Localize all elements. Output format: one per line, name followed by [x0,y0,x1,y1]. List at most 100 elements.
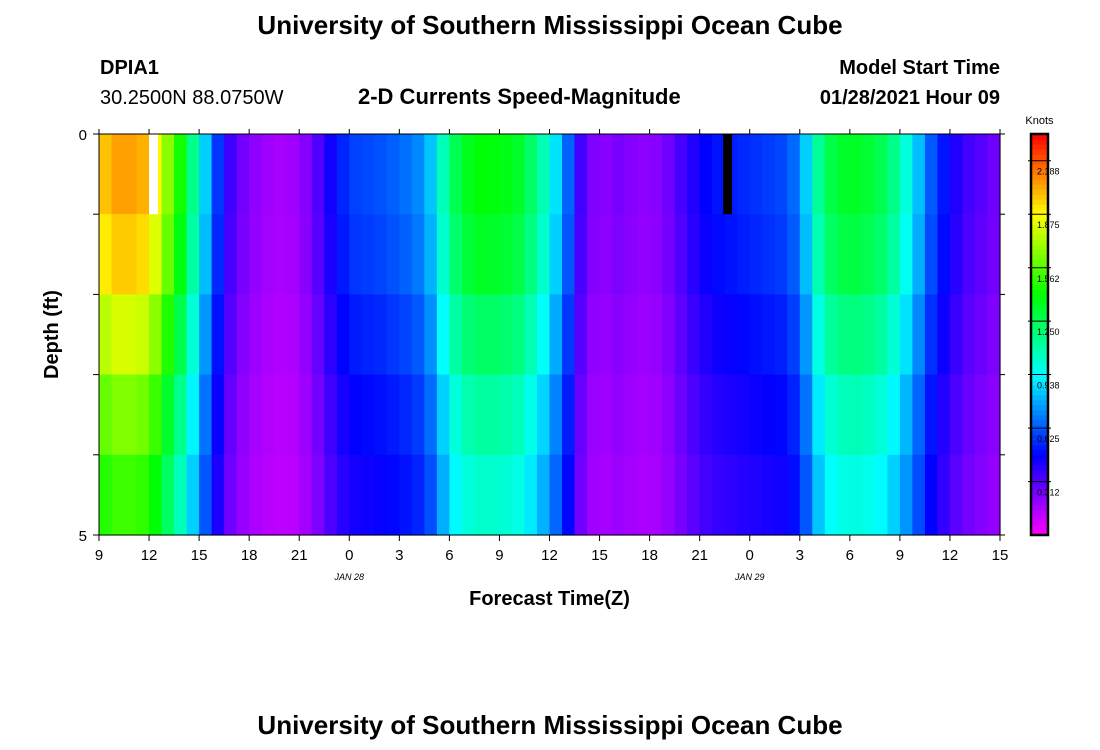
heatmap-cell [311,374,325,456]
heatmap-cell [924,294,939,376]
heatmap-cell [261,294,275,376]
heatmap-cell [812,214,826,295]
heatmap-cell [236,374,250,456]
heatmap-cell [837,294,851,376]
heatmap-cell [124,214,138,295]
heatmap-cell [787,214,801,295]
heatmap-cell [324,454,338,536]
heatmap-cell [812,294,826,376]
heatmap-cell [136,454,150,536]
x-tick-label: 3 [395,547,403,564]
heatmap-cell [349,374,363,456]
heatmap-cell [549,454,563,536]
colorbar-segment [1031,464,1048,471]
heatmap-cell [874,294,888,376]
heatmap-cell [899,214,913,295]
heatmap-cell [474,454,488,536]
heatmap-cell [299,294,313,376]
x-tick-label: 18 [641,547,658,564]
heatmap-cell [624,214,638,295]
heatmap-cell [824,374,838,456]
heatmap-cell [124,374,138,456]
colorbar-segment [1031,249,1048,255]
colorbar-segment [1031,484,1048,491]
colorbar-segment [1031,339,1048,346]
heatmap-cell [712,134,726,215]
heatmap-cell [211,214,225,295]
heatmap-cell [987,294,1001,376]
heatmap-cell [411,294,425,376]
colorbar-segment [1031,134,1048,140]
heatmap-cell [311,214,325,295]
heatmap-cell [624,294,638,376]
heatmap-cell [749,134,763,215]
heatmap-cell [324,214,338,295]
heatmap-cell [874,214,888,295]
heatmap-cell [587,134,601,215]
heatmap-cell [474,214,488,295]
x-tick-label: 9 [495,547,503,564]
heatmap-cell [887,374,901,456]
heatmap-cell [687,214,701,295]
heatmap-cell [486,294,501,376]
heatmap-cell [286,214,300,295]
heatmap-cell [536,134,551,215]
colorbar-segment [1031,264,1048,270]
colorbar-segment [1031,449,1048,456]
heatmap-cell [374,134,388,215]
heatmap-cell [261,134,275,215]
heatmap-cell [949,374,964,456]
heatmap-cell [411,454,425,536]
colorbar-segment [1031,204,1048,210]
colorbar-segment [1031,384,1048,391]
heatmap-cell [849,214,863,295]
heatmap-cell [349,294,363,376]
colorbar-segment [1031,349,1048,356]
heatmap-cell [124,454,138,536]
heatmap-cell [737,294,751,376]
heatmap-cell [562,374,576,456]
heatmap-cell [674,214,688,295]
heatmap-cell [737,214,751,295]
heatmap-cell [887,294,901,376]
heatmap-cell [987,454,1001,536]
colorbar-tick-label: 0.938 [1037,381,1060,391]
x-date-label: JAN 29 [734,572,765,582]
colorbar-segment [1031,334,1048,341]
heatmap-cell [899,374,913,456]
y-tick-label: 0 [79,127,87,144]
heatmap-cell [336,214,350,295]
heatmap-cell [524,294,538,376]
heatmap-cell [924,214,939,295]
heatmap-cell [161,214,175,295]
colorbar-segment [1031,189,1048,195]
heatmap-cell [199,214,213,295]
heatmap-cell [599,214,613,295]
heatmap-cell [637,454,651,536]
x-tick-label: 0 [746,547,754,564]
heatmap-cell [274,214,288,295]
heatmap-cell [637,214,651,295]
heatmap-cell [149,454,163,536]
heatmap-cell [812,134,826,215]
heatmap-cell [987,134,1001,215]
heatmap-cell [562,294,576,376]
heatmap-cell [436,214,450,295]
heatmap-cell [224,374,238,456]
colorbar-segment [1031,169,1048,175]
plot-title: 2-D Currents Speed-Magnitude [358,84,681,109]
heatmap-cell [299,374,313,456]
heatmap-cell [662,294,676,376]
heatmap-cell [612,134,626,215]
station-coordinates: 30.2500N 88.0750W [100,87,284,109]
heatmap-cell [849,134,863,215]
heatmap-cell [924,134,939,215]
heatmap-cell [787,374,801,456]
heatmap-cell [962,454,976,536]
heatmap-cell [974,294,989,376]
heatmap-cell [912,454,926,536]
heatmap-cell [937,134,951,215]
heatmap-cell [299,214,313,295]
heatmap-cell [286,294,300,376]
heatmap-cell [511,454,526,536]
